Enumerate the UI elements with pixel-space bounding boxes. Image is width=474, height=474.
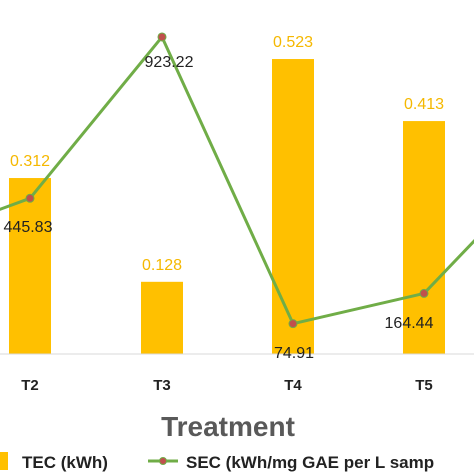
x-tick-t4: T4: [284, 377, 302, 394]
legend-label-sec: SEC (kWh/mg GAE per L samp: [186, 453, 434, 472]
line-data-labels: 445.83 923.22 74.91 164.44: [4, 54, 434, 362]
bar-label-t2: 0.312: [10, 153, 50, 170]
legend-swatch-tec: [0, 452, 8, 470]
x-tick-t3: T3: [153, 377, 171, 394]
sec-point-t5: [419, 288, 429, 298]
sec-label-t3: 923.22: [145, 54, 194, 71]
x-axis-title: Treatment: [161, 411, 295, 442]
x-tick-t2: T2: [21, 377, 39, 394]
bar-t4: [272, 59, 314, 354]
legend-label-tec: TEC (kWh): [22, 453, 108, 472]
sec-label-t4: 74.91: [274, 345, 314, 362]
sec-label-t2: 445.83: [4, 219, 53, 236]
bar-label-t3: 0.128: [142, 257, 182, 274]
bar-label-t4: 0.523: [273, 34, 313, 51]
sec-point-t2: [25, 193, 35, 203]
bar-series: [9, 59, 445, 355]
bar-t2: [9, 178, 51, 354]
legend-swatch-sec-marker: [159, 457, 167, 465]
bar-t3: [141, 281, 183, 354]
bar-t5: [403, 121, 445, 355]
bar-label-t5: 0.413: [404, 96, 444, 113]
sec-point-t4: [288, 319, 298, 329]
sec-line-path: [0, 35, 474, 326]
legend: TEC (kWh) SEC (kWh/mg GAE per L samp: [0, 452, 434, 472]
line-series: [0, 32, 474, 329]
bar-data-labels: 0.312 0.128 0.523 0.413: [10, 34, 444, 274]
x-tick-labels: T2 T3 T4 T5: [21, 377, 433, 394]
sec-label-t5: 164.44: [385, 315, 434, 332]
sec-point-t3: [157, 32, 167, 42]
x-tick-t5: T5: [415, 377, 433, 394]
